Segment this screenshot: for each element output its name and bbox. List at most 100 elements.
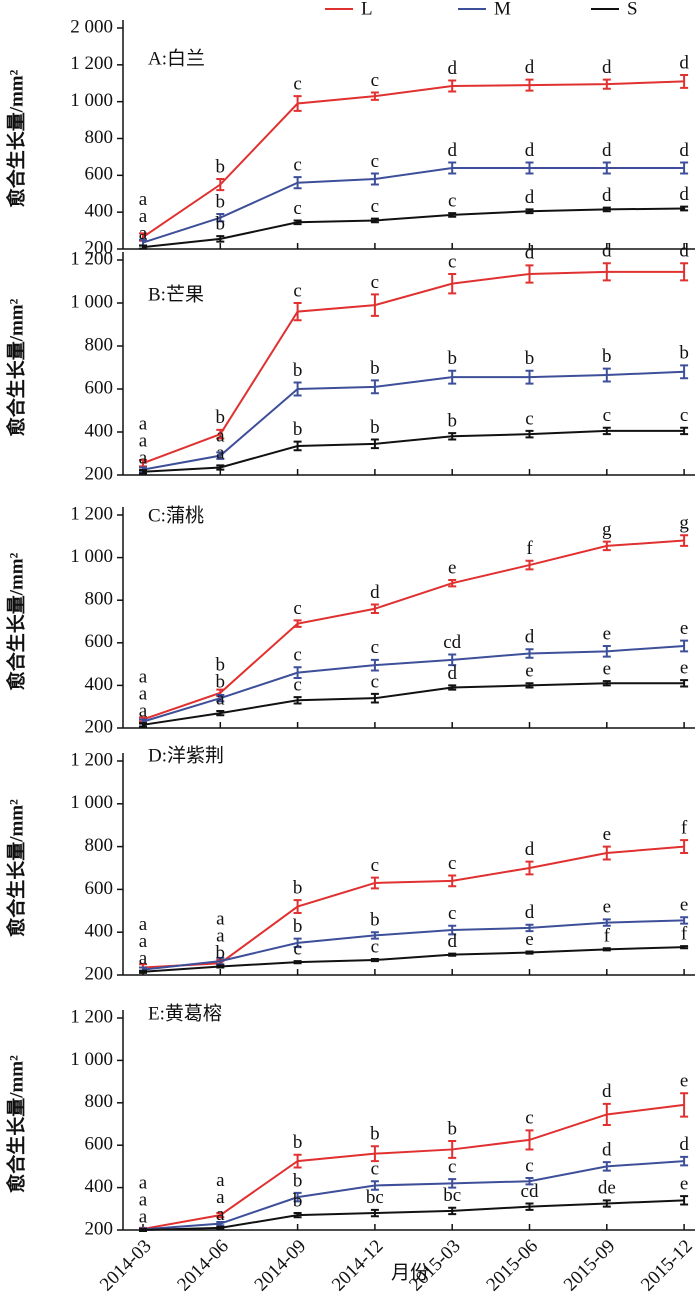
significance-label: c	[371, 1159, 379, 1180]
significance-label: c	[293, 938, 301, 959]
significance-label: d	[602, 185, 612, 206]
significance-label: a	[139, 413, 148, 434]
error-bar	[293, 899, 302, 914]
error-bar	[602, 161, 611, 175]
series-line	[142, 166, 685, 244]
y-tick-label: 1 000	[70, 291, 113, 312]
error-bar	[370, 1145, 379, 1163]
significance-label: a	[139, 189, 148, 210]
significance-label: g	[602, 519, 612, 540]
significance-label: a	[139, 223, 148, 244]
y-tick-label: 400	[85, 420, 114, 441]
significance-label: c	[371, 196, 379, 217]
error-bar	[525, 369, 534, 385]
error-bar	[216, 451, 225, 460]
panel-title: A:白兰	[148, 47, 205, 69]
y-tick-label: 200	[85, 963, 114, 984]
significance-label: c	[371, 936, 379, 957]
significance-label: f	[526, 538, 533, 559]
significance-label: b	[447, 410, 457, 431]
significance-label: b	[525, 348, 535, 369]
y-tick-label: 200	[85, 1218, 114, 1239]
error-bar	[525, 950, 534, 955]
significance-label: b	[293, 419, 303, 440]
error-bar	[602, 1199, 611, 1208]
significance-label: a	[139, 683, 148, 704]
error-bar	[370, 603, 379, 614]
error-bar	[525, 648, 534, 659]
y-tick-label: 600	[85, 1134, 114, 1155]
series-line	[142, 1103, 685, 1230]
significance-label: d	[679, 140, 689, 161]
significance-label: b	[216, 943, 226, 964]
error-bar	[680, 639, 689, 653]
error-bar	[216, 956, 225, 966]
error-bar	[293, 176, 302, 190]
significance-label: d	[602, 57, 612, 78]
significance-label: c	[371, 70, 379, 91]
y-tick-label: 200	[85, 716, 114, 737]
error-bar	[602, 947, 611, 952]
panel-title: B:芒果	[148, 283, 204, 305]
significance-label: a	[216, 926, 225, 947]
significance-label: d	[679, 1134, 689, 1155]
significance-label: e	[680, 618, 688, 639]
significance-label: b	[293, 877, 303, 898]
significance-label: c	[371, 272, 379, 293]
x-tick-label: 2015-09	[560, 1236, 620, 1292]
significance-label: c	[680, 405, 688, 426]
significance-label: a	[139, 447, 148, 468]
error-bar	[293, 1153, 302, 1169]
significance-label: e	[448, 557, 456, 578]
error-bar	[293, 1191, 302, 1203]
y-tick-label: 800	[85, 589, 114, 610]
significance-label: b	[370, 417, 380, 438]
significance-label: a	[216, 1204, 225, 1225]
significance-label: a	[139, 206, 148, 227]
significance-label: a	[216, 1170, 225, 1191]
significance-label: a	[139, 948, 148, 969]
error-bar	[602, 262, 611, 282]
error-bar	[448, 924, 457, 936]
error-bar	[139, 1227, 147, 1233]
series-line	[142, 1160, 685, 1231]
significance-label: c	[293, 280, 301, 301]
significance-label: e	[603, 658, 611, 679]
significance-label: b	[216, 671, 226, 692]
panel-title: D:洋紫荆	[148, 744, 224, 766]
significance-label: b	[370, 358, 380, 379]
significance-label: c	[603, 405, 611, 426]
error-bar	[216, 428, 225, 440]
y-axis-label: 愈合生长量/mm²	[4, 799, 27, 937]
significance-label: d	[602, 140, 612, 161]
error-bar	[293, 95, 302, 112]
error-bar	[448, 1139, 457, 1159]
significance-label: g	[679, 513, 689, 534]
significance-label: c	[371, 151, 379, 172]
significance-label: d	[525, 243, 535, 264]
significance-label: d	[525, 140, 535, 161]
significance-label: b	[679, 343, 689, 364]
error-bar	[293, 440, 302, 452]
significance-label: d	[525, 187, 535, 208]
error-bar	[602, 78, 611, 90]
significance-label: b	[216, 191, 226, 212]
error-bar	[602, 540, 611, 552]
error-bar	[216, 1212, 225, 1219]
y-tick-label: 1 200	[70, 1006, 113, 1027]
y-tick-label: 200	[85, 237, 114, 258]
significance-label: c	[525, 408, 533, 429]
error-bar	[370, 876, 379, 890]
series-line	[142, 919, 685, 971]
error-bar	[293, 666, 302, 679]
error-bar	[448, 161, 457, 175]
series-line	[142, 207, 685, 249]
error-bar	[216, 964, 225, 969]
x-tick-label: 2014-06	[173, 1236, 233, 1292]
y-tick-label: 800	[85, 1091, 114, 1112]
significance-label: b	[447, 1118, 457, 1139]
error-bar	[680, 1092, 689, 1118]
legend-label: L	[361, 0, 373, 19]
y-tick-label: 1 200	[70, 53, 113, 74]
